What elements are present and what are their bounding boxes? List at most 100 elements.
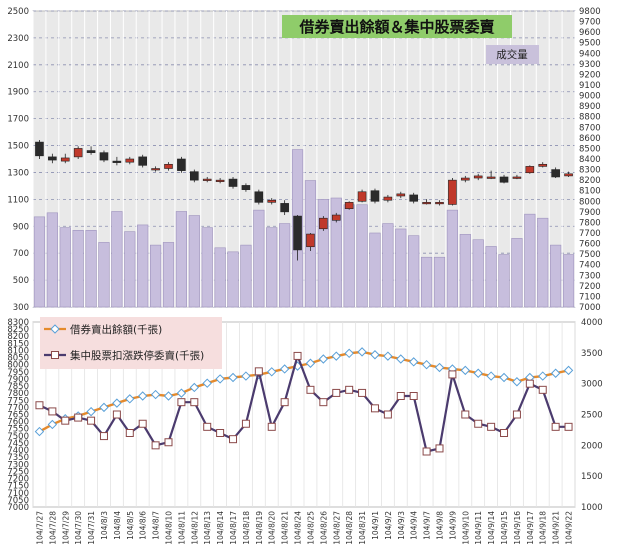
- x-tick-label: 104/9/10: [461, 511, 470, 545]
- series-point-square: [525, 379, 534, 388]
- candle-body: [215, 179, 225, 182]
- candle-body: [306, 233, 315, 248]
- bottom-left-tick-label: 7650: [7, 411, 29, 421]
- series-point-diamond: [305, 358, 316, 368]
- x-tick-label: 104/9/15: [500, 511, 509, 545]
- top-right-tick-label: 7600: [579, 240, 601, 250]
- bottom-left-tick-label: 7300: [7, 460, 29, 470]
- volume-bar: [214, 247, 226, 308]
- top-right-tick-label: 9400: [579, 49, 601, 59]
- top-right-tick-label: 7800: [579, 218, 601, 228]
- top-right-tick-label: 7100: [579, 292, 601, 302]
- series-point-square: [164, 438, 173, 447]
- top-left-tick-label: 2500: [7, 7, 29, 17]
- candle-body: [319, 217, 328, 230]
- candle-body: [486, 176, 496, 179]
- series-point-square: [138, 419, 147, 428]
- series-point-diamond: [279, 364, 290, 374]
- series-point-square: [112, 410, 121, 419]
- candle-body: [280, 203, 289, 213]
- bottom-left-tick-label: 7700: [7, 403, 29, 413]
- bottom-left-tick-label: 8000: [7, 361, 29, 371]
- series-point-diamond: [125, 394, 135, 404]
- bottom-left-tick-label: 7350: [7, 453, 29, 463]
- series-point-diamond: [189, 382, 200, 393]
- legend-marker-square: [51, 351, 59, 359]
- top-right-tick-label: 7000: [579, 303, 601, 313]
- top-left-tick-label: 700: [13, 249, 29, 259]
- series-point-diamond: [228, 372, 238, 383]
- series-point-diamond: [202, 378, 212, 388]
- series-point-square: [383, 410, 392, 419]
- series-point-diamond: [370, 350, 380, 360]
- volume-bar: [408, 235, 420, 308]
- series-point-square: [319, 398, 328, 407]
- top-right-tick-label: 9700: [579, 18, 601, 28]
- top-right-tick-label: 9000: [579, 92, 601, 102]
- volume-label-box: [486, 45, 539, 64]
- series-point-diamond: [176, 388, 187, 398]
- bottom-left-tick-label: 7100: [7, 489, 29, 499]
- x-tick-label: 104/8/13: [203, 511, 212, 545]
- bottom-left-tick-label: 7900: [7, 375, 29, 385]
- series-point-square: [512, 410, 521, 419]
- volume-bar: [550, 244, 562, 308]
- legend-label-1: 借券賣出餘額(千張): [70, 323, 162, 336]
- candle-body: [267, 199, 277, 203]
- series-point-diamond: [99, 402, 109, 413]
- candle-body: [564, 173, 573, 177]
- x-tick-label: 104/9/4: [410, 511, 419, 540]
- bottom-left-tick-label: 7950: [7, 368, 29, 378]
- series-point-diamond: [486, 371, 496, 381]
- series-point-diamond: [150, 389, 161, 400]
- candle-body: [525, 166, 535, 174]
- candle-body: [538, 163, 548, 167]
- volume-bar: [85, 230, 97, 308]
- series-point-square: [306, 385, 315, 394]
- volume-bar: [562, 254, 575, 308]
- top-right-tick-label: 8700: [579, 123, 601, 133]
- bottom-left-tick-label: 7550: [7, 425, 29, 435]
- candle-body: [202, 178, 212, 181]
- volume-bar: [253, 209, 265, 308]
- series-point-diamond: [512, 377, 522, 387]
- x-tick-label: 104/9/17: [526, 511, 535, 545]
- bottom-left-tick-label: 8100: [7, 346, 29, 356]
- candle-body: [48, 156, 57, 161]
- legend-label-2: 集中股票扣漲跌停委賣(千張): [70, 349, 204, 362]
- series-point-square: [409, 392, 418, 400]
- top-left-tick-label: 2300: [7, 34, 29, 44]
- series-point-square: [280, 398, 289, 407]
- x-tick-label: 104/9/21: [552, 511, 561, 545]
- series-point-diamond: [163, 391, 174, 401]
- top-right-tick-label: 9500: [579, 39, 601, 49]
- top-right-tick-label: 9800: [579, 7, 601, 17]
- series-point-square: [99, 432, 108, 441]
- volume-bar: [421, 256, 433, 308]
- volume-bar: [317, 199, 329, 308]
- volume-bar: [369, 232, 381, 308]
- top-right-tick-label: 9200: [579, 70, 601, 80]
- volume-bar: [33, 216, 46, 308]
- candle-body: [396, 193, 406, 197]
- top-right-tick-label: 8200: [579, 176, 601, 186]
- chart-title: 借券賣出餘額＆集中股票委賣: [298, 18, 495, 36]
- candle-body: [86, 150, 96, 153]
- bottom-right-tick-label: 2500: [581, 411, 603, 421]
- top-right-tick-label: 9600: [579, 28, 601, 38]
- volume-bar: [150, 244, 162, 308]
- x-tick-label: 104/8/6: [139, 511, 148, 540]
- bottom-right-tick-label: 1500: [581, 472, 603, 482]
- series-point-diamond: [86, 406, 96, 417]
- x-tick-label: 104/8/19: [255, 511, 264, 545]
- volume-bar: [111, 211, 123, 308]
- top-right-tick-label: 8900: [579, 102, 601, 112]
- candle-body: [73, 148, 83, 158]
- bottom-left-tick-label: 7600: [7, 418, 29, 428]
- x-tick-label: 104/9/16: [513, 511, 522, 545]
- bottom-left-tick-label: 7050: [7, 496, 29, 506]
- volume-bar: [524, 213, 536, 308]
- x-tick-label: 104/9/22: [565, 511, 574, 545]
- series-point-square: [435, 444, 444, 453]
